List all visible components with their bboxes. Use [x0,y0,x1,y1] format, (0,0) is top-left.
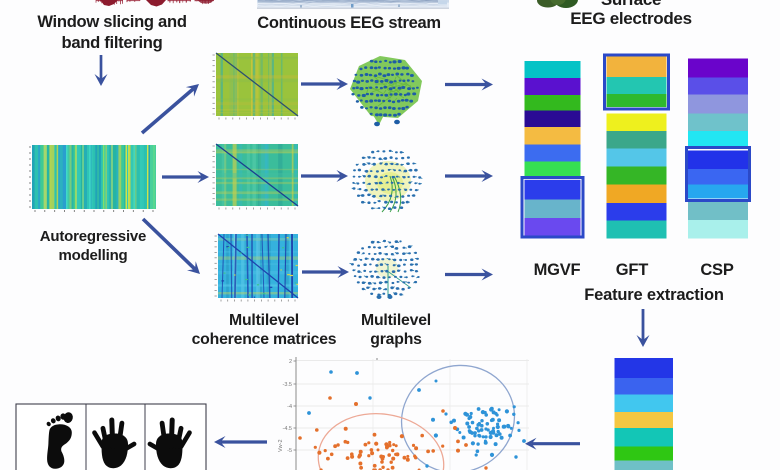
svg-text:-3.5: -3.5 [283,382,292,388]
svg-text:-4: -4 [287,404,292,410]
svg-text:-5: -5 [287,448,292,454]
svg-text:-4.5: -4.5 [283,426,292,432]
svg-text:Vw-2: Vw-2 [278,439,284,452]
svg-text:2: 2 [289,359,292,365]
